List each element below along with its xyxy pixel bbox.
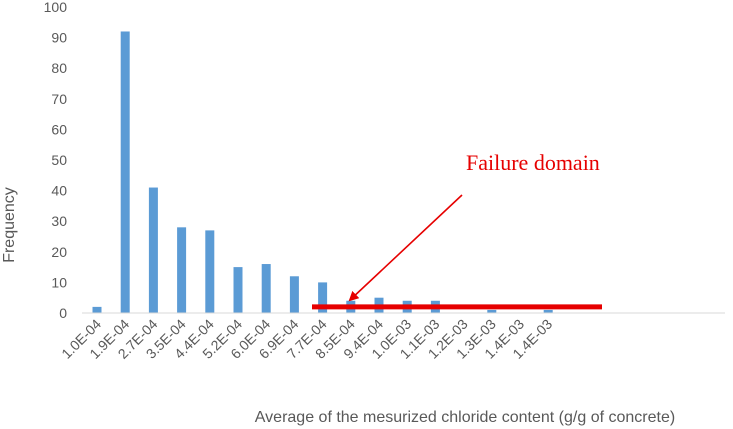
y-tick-label: 70	[51, 91, 67, 107]
bar	[177, 227, 187, 313]
y-tick-label: 50	[51, 152, 67, 168]
failure-domain-arrow	[348, 194, 463, 302]
failure-domain-label: Failure domain	[466, 150, 600, 175]
y-tick-label: 60	[51, 121, 67, 137]
bar	[233, 267, 243, 313]
bar	[487, 309, 497, 313]
x-axis-ticks: 1.0E-041.9E-042.7E-043.5E-044.4E-045.2E-…	[58, 316, 555, 362]
bar	[289, 276, 299, 313]
bar	[205, 230, 215, 313]
bar	[543, 309, 553, 313]
x-axis-title: Average of the mesurized chloride conten…	[255, 409, 675, 426]
y-tick-label: 0	[59, 305, 67, 321]
y-tick-label: 40	[51, 183, 67, 199]
y-tick-label: 100	[44, 0, 68, 15]
y-tick-label: 80	[51, 60, 67, 76]
y-axis-ticks: 0 10 20 30 40 50 60 70 80 90 100	[44, 0, 68, 321]
y-tick-label: 90	[51, 30, 67, 46]
bar	[120, 31, 130, 313]
bar	[92, 306, 102, 313]
y-tick-label: 20	[51, 244, 67, 260]
bar	[148, 187, 158, 313]
y-axis-title: Frequency	[1, 187, 18, 263]
y-tick-label: 30	[51, 213, 67, 229]
y-tick-label: 10	[51, 274, 67, 290]
bar	[318, 282, 328, 313]
bar	[261, 264, 271, 313]
